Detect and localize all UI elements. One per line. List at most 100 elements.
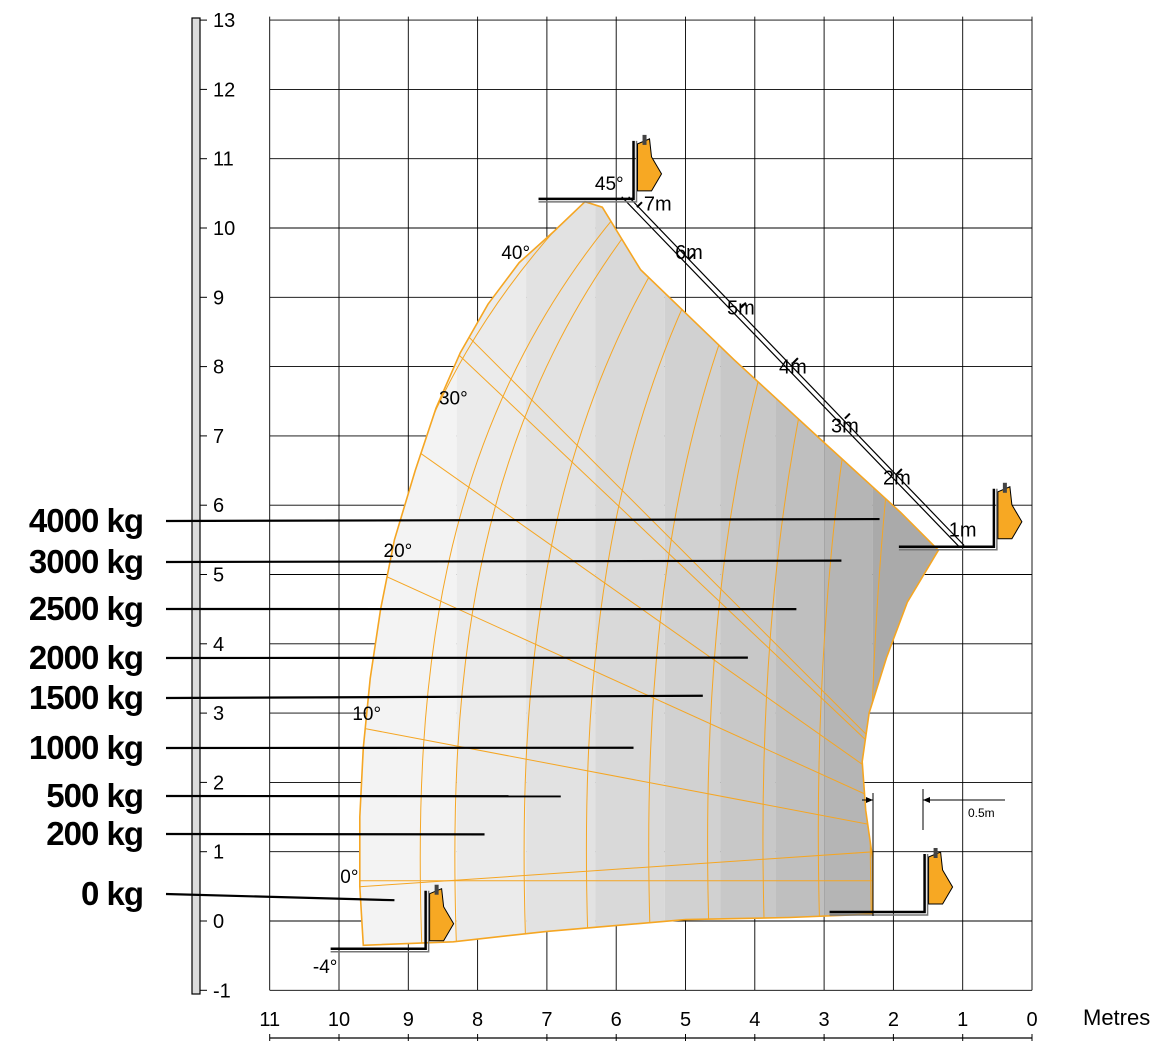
boom-arm-tick xyxy=(896,468,903,475)
x-axis-unit-label: Metres xyxy=(1083,1005,1150,1030)
extension-label: 2m xyxy=(883,467,911,489)
envelope-outline xyxy=(359,200,940,947)
extension-arc xyxy=(419,201,655,946)
boom-arm-tick xyxy=(844,412,851,420)
load-band xyxy=(595,201,665,946)
y-tick-label: 7 xyxy=(213,426,224,448)
extension-label: 5m xyxy=(727,298,755,320)
height-scale-bar xyxy=(191,17,201,995)
load-label: 200 kg xyxy=(46,815,143,852)
y-tick-label: 10 xyxy=(213,218,235,240)
x-tick-label: 6 xyxy=(611,1009,622,1031)
clearance-label: 0.5m xyxy=(968,806,995,820)
y-tick-label: 3 xyxy=(213,703,224,725)
x-tick-label: 1 xyxy=(957,1009,968,1031)
load-label: 4000 kg xyxy=(29,502,143,539)
carriage-top-pin xyxy=(1002,482,1007,493)
boom-arm-tick xyxy=(636,201,643,208)
extension-labels: 7m 6m 5m 4m 3m 2m 1m xyxy=(644,194,977,542)
y-tick-label: 2 xyxy=(213,772,224,794)
extension-arc xyxy=(454,201,676,946)
angle-ray xyxy=(359,844,939,893)
y-tick-label: 5 xyxy=(213,565,224,587)
angle-label: 20° xyxy=(384,541,413,562)
carriage-top-pin xyxy=(933,847,938,858)
x-axis-labels: 11 10 9 8 7 6 5 4 3 2 1 0 xyxy=(259,1009,1037,1031)
fork-carriage-icon xyxy=(898,482,1023,551)
angle-ray xyxy=(359,532,939,846)
load-bands xyxy=(359,201,939,946)
carriage-body xyxy=(637,138,663,192)
load-line xyxy=(165,892,395,902)
boom-arm-tick xyxy=(688,253,695,260)
y-tick-label: 6 xyxy=(213,495,224,517)
fork-carriage-icon xyxy=(538,134,663,203)
y-tick-label: 11 xyxy=(213,149,234,171)
angle-label: -4° xyxy=(313,957,338,978)
extension-label: 4m xyxy=(779,357,807,379)
extension-label: 1m xyxy=(949,519,977,541)
load-band xyxy=(824,201,873,946)
load-line xyxy=(165,517,880,523)
load-line xyxy=(165,694,703,700)
x-tick-label: 9 xyxy=(403,1009,414,1031)
x-tick-label: 2 xyxy=(888,1009,899,1031)
angle-ray xyxy=(359,712,939,846)
angle-label: 0° xyxy=(340,867,358,888)
angle-label: 30° xyxy=(439,389,468,410)
angle-label: 45° xyxy=(595,174,624,195)
load-label: 1000 kg xyxy=(29,729,143,766)
x-tick-label: 3 xyxy=(819,1009,830,1031)
y-tick-label: 1 xyxy=(213,842,224,864)
fork-tine-shadow xyxy=(330,890,430,953)
x-tick-label: 10 xyxy=(328,1009,350,1031)
load-label: 1500 kg xyxy=(29,679,143,716)
load-band xyxy=(526,201,596,946)
boom-arm-line-a xyxy=(621,196,960,548)
fork-tine-shadow xyxy=(538,140,638,203)
carriage-body xyxy=(997,486,1023,540)
carriage-top-pin xyxy=(642,134,647,145)
y-tick-label: 8 xyxy=(213,357,224,379)
load-band xyxy=(720,201,776,946)
load-label: 0 kg xyxy=(81,875,143,912)
fork-carriage-icon xyxy=(829,847,954,916)
y-tick-label: 4 xyxy=(213,634,224,656)
fork-tine xyxy=(898,488,996,549)
load-label: 2500 kg xyxy=(29,590,143,627)
load-label: 500 kg xyxy=(46,777,143,814)
fork-tine-shadow xyxy=(898,488,998,551)
fork-tine xyxy=(538,140,635,201)
boom-arm-line-b xyxy=(628,196,965,546)
fork-tine xyxy=(829,853,926,914)
boom-arm-tick xyxy=(740,301,747,309)
y-tick-label: -1 xyxy=(213,980,231,1002)
carriage-body xyxy=(928,851,954,905)
angle-label: 10° xyxy=(352,704,381,725)
fork-tine xyxy=(330,890,427,950)
carriage-body xyxy=(429,888,455,942)
load-band xyxy=(456,201,527,946)
clearance-marker: 0.5m xyxy=(862,789,1005,916)
angle-labels: 45° 40° 30° 20° 10° 0° -4° xyxy=(313,174,624,978)
fork-carriages xyxy=(330,134,1023,953)
y-tick-label: 13 xyxy=(213,10,235,32)
boom-arm-tick xyxy=(792,357,799,364)
boom-extension-arm xyxy=(621,196,965,548)
load-band xyxy=(775,201,825,946)
x-tick-label: 5 xyxy=(680,1009,691,1031)
x-tick-label: 0 xyxy=(1026,1009,1037,1031)
y-tick-label: 12 xyxy=(213,79,235,101)
carriage-top-pin xyxy=(434,884,439,895)
load-label: 2000 kg xyxy=(29,639,143,676)
x-tick-label: 11 xyxy=(259,1009,280,1031)
fork-carriage-icon xyxy=(330,884,455,953)
x-tick-label: 4 xyxy=(749,1009,760,1031)
load-label: 3000 kg xyxy=(29,543,143,580)
fork-tine-shadow xyxy=(829,853,929,916)
extension-label: 7m xyxy=(644,194,672,216)
x-tick-label: 7 xyxy=(541,1009,552,1031)
x-tick-label: 8 xyxy=(472,1009,483,1031)
